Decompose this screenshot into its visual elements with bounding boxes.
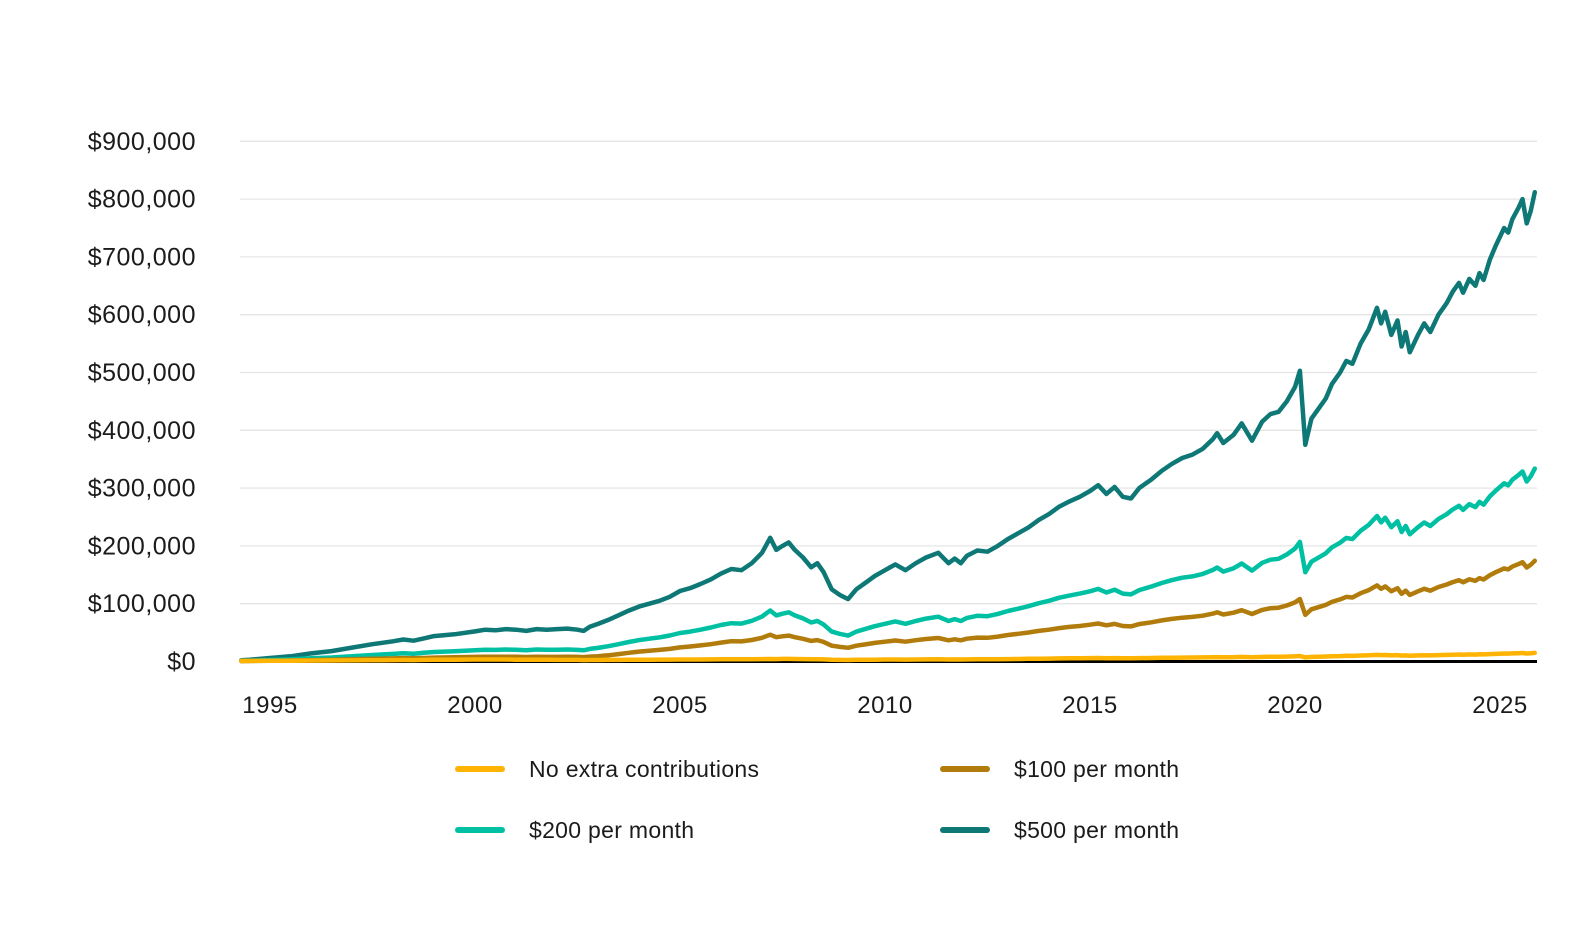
- legend-label: $100 per month: [1014, 755, 1180, 782]
- x-axis-label: 1995: [242, 692, 297, 719]
- series-line-1: [239, 558, 1538, 664]
- y-axis-label: $0: [167, 648, 196, 676]
- chart-legend: No extra contributions $100 per month $200…: [455, 752, 1179, 847]
- legend-label: $200 per month: [529, 816, 695, 843]
- legend-item-1: $100 per month: [940, 752, 1179, 786]
- legend-item-3: $500 per month: [940, 813, 1179, 847]
- x-axis-label: 2020: [1267, 692, 1322, 719]
- legend-item-2: $200 per month: [455, 813, 940, 847]
- legend-swatch-icon: [455, 827, 505, 833]
- x-axis-label: 2000: [447, 692, 502, 719]
- y-axis-label: $700,000: [88, 243, 196, 271]
- y-axis-label: $100,000: [88, 590, 196, 618]
- y-axis-label: $200,000: [88, 532, 196, 560]
- x-axis-label: 2015: [1062, 692, 1117, 719]
- line-chart-svg: $0 $100,000 $200,000 $300,000 $400,000 $500,0…: [88, 128, 1538, 719]
- legend-label: $500 per month: [1014, 816, 1180, 843]
- chart-plot-area: $0 $100,000 $200,000 $300,000 $400,000 $500,0…: [88, 128, 1538, 719]
- series-line-3: [239, 189, 1538, 663]
- y-axis-label: $900,000: [88, 128, 196, 156]
- legend-item-0: No extra contributions: [455, 752, 940, 786]
- legend-swatch-icon: [940, 827, 990, 833]
- y-axis-label: $500,000: [88, 359, 196, 387]
- y-axis-label: $300,000: [88, 475, 196, 503]
- y-axis-label: $400,000: [88, 417, 196, 445]
- legend-label: No extra contributions: [529, 755, 760, 782]
- series-line-0: [239, 650, 1538, 664]
- series-line-2: [239, 466, 1538, 664]
- legend-swatch-icon: [455, 766, 505, 772]
- x-axis-label: 2010: [857, 692, 912, 719]
- x-axis-label: 2025: [1472, 692, 1527, 719]
- y-axis-label: $800,000: [88, 186, 196, 214]
- y-axis-label: $600,000: [88, 301, 196, 329]
- legend-swatch-icon: [940, 766, 990, 772]
- x-axis-label: 2005: [652, 692, 707, 719]
